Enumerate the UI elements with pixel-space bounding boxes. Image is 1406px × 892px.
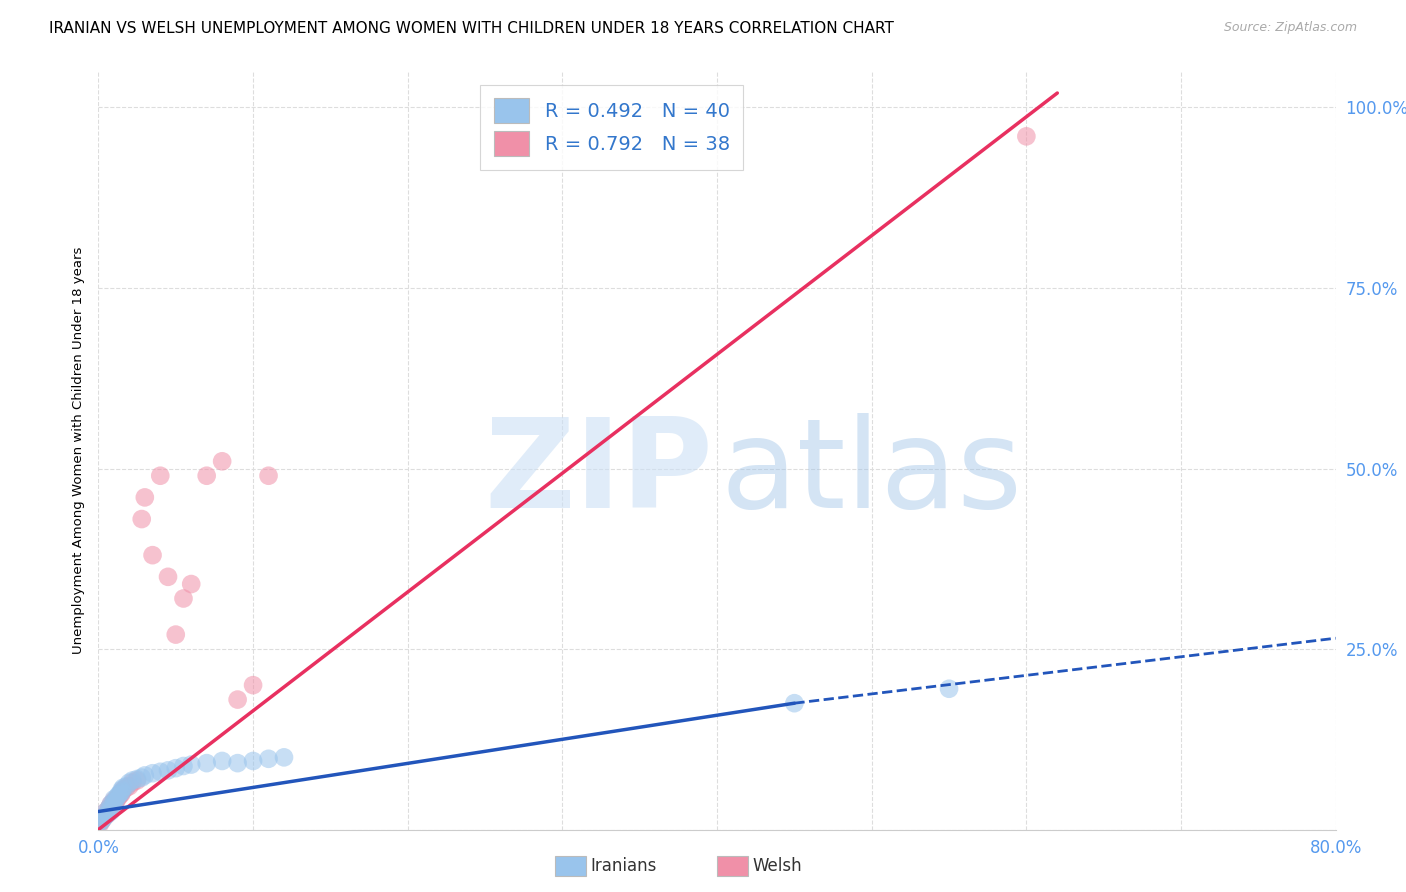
Point (141, 548, 165, 562)
Point (91, 812, 114, 826)
Y-axis label: Unemployment Among Women with Children Under 18 years: Unemployment Among Women with Children U… (72, 247, 84, 654)
Text: Welsh: Welsh (752, 857, 801, 875)
Point (101, 799, 124, 814)
Point (108, 788, 131, 802)
Point (180, 577, 202, 591)
Point (121, 775, 143, 789)
Point (93, 809, 115, 823)
Point (121, 773, 143, 788)
Legend: R = 0.492   N = 40, R = 0.792   N = 38: R = 0.492 N = 40, R = 0.792 N = 38 (481, 85, 744, 169)
Point (127, 773, 149, 788)
Point (157, 764, 180, 778)
Point (91, 812, 114, 826)
Point (100, 805, 122, 819)
Point (118, 775, 141, 789)
Text: ZIP: ZIP (485, 413, 713, 533)
Point (101, 801, 124, 815)
Point (242, 678, 264, 692)
Point (242, 754, 264, 768)
Point (100, 797, 122, 812)
Point (90, 814, 112, 828)
Point (105, 792, 128, 806)
Point (1015, 129, 1038, 144)
Point (100, 802, 122, 816)
Text: Source: ZipAtlas.com: Source: ZipAtlas.com (1223, 21, 1357, 34)
Point (104, 795, 127, 809)
Text: Iranians: Iranians (591, 857, 657, 875)
Point (103, 795, 125, 809)
Point (98, 801, 121, 815)
Point (111, 785, 132, 799)
Point (195, 756, 218, 771)
Point (226, 692, 249, 706)
Point (96, 805, 118, 819)
Point (89, 817, 111, 831)
Point (134, 491, 156, 505)
Point (98, 801, 121, 815)
Point (149, 764, 172, 779)
Point (115, 779, 138, 793)
Point (115, 780, 138, 795)
Point (165, 627, 187, 641)
Point (103, 792, 125, 806)
Point (226, 756, 249, 771)
Point (149, 468, 172, 483)
Point (111, 785, 132, 799)
Point (104, 794, 127, 808)
Point (96, 808, 118, 822)
Point (165, 761, 187, 775)
Point (107, 788, 129, 802)
Point (108, 787, 131, 801)
Text: atlas: atlas (721, 413, 1024, 533)
Point (211, 754, 233, 768)
Point (105, 790, 128, 805)
Point (783, 696, 806, 710)
Point (89, 815, 111, 830)
Point (131, 512, 153, 526)
Point (257, 468, 280, 483)
Point (97, 806, 120, 821)
Point (103, 795, 125, 809)
Point (103, 794, 125, 808)
Point (107, 790, 129, 805)
Point (131, 771, 153, 785)
Point (938, 681, 960, 696)
Point (112, 780, 135, 795)
Point (93, 809, 115, 823)
Point (111, 782, 132, 797)
Point (211, 454, 233, 468)
Point (111, 787, 132, 801)
Text: IRANIAN VS WELSH UNEMPLOYMENT AMONG WOMEN WITH CHILDREN UNDER 18 YEARS CORRELATI: IRANIAN VS WELSH UNEMPLOYMENT AMONG WOME… (49, 21, 894, 36)
Point (273, 750, 295, 764)
Point (127, 772, 149, 786)
Point (96, 805, 118, 819)
Point (96, 808, 118, 822)
Point (157, 570, 180, 584)
Point (112, 782, 135, 797)
Point (180, 757, 202, 772)
Point (172, 759, 194, 773)
Point (172, 591, 194, 606)
Point (118, 779, 141, 793)
Point (195, 468, 218, 483)
Point (257, 752, 280, 766)
Point (141, 766, 165, 780)
Point (90, 814, 112, 828)
Point (134, 768, 156, 782)
Point (97, 806, 120, 821)
Point (100, 797, 122, 812)
